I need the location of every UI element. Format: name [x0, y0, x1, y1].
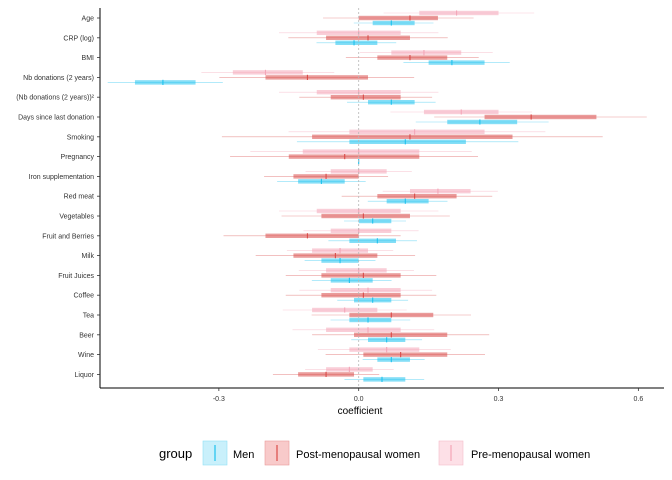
interval-men-smoking — [349, 139, 466, 144]
legend-item-pre-menopausal: Pre-menopausal women — [438, 440, 590, 466]
interval-men-wine — [377, 357, 410, 362]
legend-label-men: Men — [233, 449, 254, 461]
y-tick-label-iron-supplementation: Iron supplementation — [29, 174, 94, 181]
y-tick-label-days-since-last-donation: Days since last donation — [18, 115, 94, 122]
interval-men-bmi — [428, 60, 485, 65]
interval-post-menopausal-women-vegetables — [321, 213, 410, 219]
y-tick-label-bmi: BMI — [82, 55, 95, 62]
y-tick-label-smoking: Smoking — [67, 134, 94, 141]
interval-pre-menopausal-women-beer — [326, 327, 401, 332]
interval-post-menopausal-women-nb-donations-2-years — [265, 75, 369, 80]
x-axis-ticks: -0.3 0.0 0.3 0.6 — [213, 388, 643, 403]
interval-pre-menopausal-women-wine — [349, 347, 420, 352]
y-tick-label-beer: Beer — [79, 332, 94, 339]
y-tick-label-fruit-and-berries: Fruit and Berries — [42, 233, 94, 240]
interval-pre-menopausal-women-coffee — [330, 288, 401, 293]
y-tick-label-tea: Tea — [83, 313, 94, 320]
x-tick-label: -0.3 — [213, 396, 225, 403]
y-tick-label-crp-log: CRP (log) — [63, 35, 94, 42]
interval-men-nb-donations-2-years — [134, 80, 196, 85]
y-tick-label-coffee: Coffee — [74, 293, 95, 300]
plot-panel — [107, 10, 647, 382]
interval-post-menopausal-women-smoking — [312, 134, 513, 139]
interval-men-liquor — [363, 377, 406, 382]
interval-post-menopausal-women-nb-donations-2-years — [330, 95, 401, 100]
interval-pre-menopausal-women-bmi — [391, 50, 462, 55]
y-tick-label-fruit-juices: Fruit Juices — [58, 273, 94, 280]
interval-men-fruit-and-berries — [349, 238, 396, 243]
interval-men-red-meat — [386, 199, 429, 204]
y-axis-ticks: Age CRP (log) BMI Nb donations (2 years) (Nb… — [16, 16, 100, 379]
interval-post-menopausal-women-days-since-last-donation — [484, 114, 597, 120]
y-tick-label-age: Age — [82, 16, 95, 23]
interval-post-menopausal-women-beer — [354, 332, 448, 337]
interval-pre-menopausal-women-fruit-and-berries — [330, 228, 392, 233]
y-tick-label-nb-donations-2-years: Nb donations (2 years) — [23, 75, 94, 82]
interval-post-menopausal-women-bmi — [377, 55, 448, 60]
y-tick-label-vegetables: Vegetables — [59, 214, 94, 221]
interval-men-age — [372, 20, 415, 26]
x-tick-label: 0.6 — [633, 396, 643, 403]
interval-men-crp-log — [335, 40, 378, 45]
legend-label-post-menopausal: Post-menopausal women — [296, 449, 420, 461]
interval-pre-menopausal-women-smoking — [349, 129, 485, 134]
interval-post-menopausal-women-red-meat — [377, 194, 457, 199]
interval-pre-menopausal-women-nb-donations-2-years — [232, 70, 303, 75]
interval-men-days-since-last-donation — [447, 119, 518, 125]
interval-men-tea — [349, 317, 392, 323]
interval-pre-menopausal-women-pregnancy — [302, 149, 420, 154]
legend-label-pre-menopausal: Pre-menopausal women — [471, 449, 590, 461]
interval-pre-menopausal-women-red-meat — [409, 189, 471, 194]
interval-men-fruit-juices — [330, 278, 373, 283]
y-tick-label-pregnancy: Pregnancy — [61, 154, 95, 161]
interval-post-menopausal-women-fruit-and-berries — [265, 233, 359, 238]
legend-item-men: Men — [202, 440, 254, 466]
legend: group Men Post-menopausal women Pre-meno… — [159, 440, 590, 466]
interval-post-menopausal-women-wine — [363, 352, 448, 357]
interval-men-vegetables — [358, 218, 392, 224]
interval-pre-menopausal-women-fruit-juices — [326, 268, 387, 273]
interval-pre-menopausal-women-age — [419, 10, 499, 16]
interval-post-menopausal-women-fruit-juices — [321, 273, 401, 278]
x-tick-label: 0.3 — [494, 396, 504, 403]
y-tick-label-milk: Milk — [82, 253, 95, 260]
legend-title: group — [159, 446, 192, 461]
y-tick-label-wine: Wine — [78, 352, 94, 359]
legend-item-post-menopausal: Post-menopausal women — [264, 440, 420, 466]
interval-post-menopausal-women-pregnancy — [288, 154, 420, 159]
interval-post-menopausal-women-coffee — [321, 293, 401, 298]
x-tick-label: 0.0 — [354, 396, 364, 403]
y-tick-label-liquor: Liquor — [75, 372, 95, 379]
interval-post-menopausal-women-age — [358, 15, 438, 21]
x-axis-title: coefficient — [338, 406, 383, 417]
y-tick-label-nb-donations-2-years: (Nb donations (2 years))² — [16, 95, 94, 102]
y-tick-label-red-meat: Red meat — [64, 194, 94, 201]
